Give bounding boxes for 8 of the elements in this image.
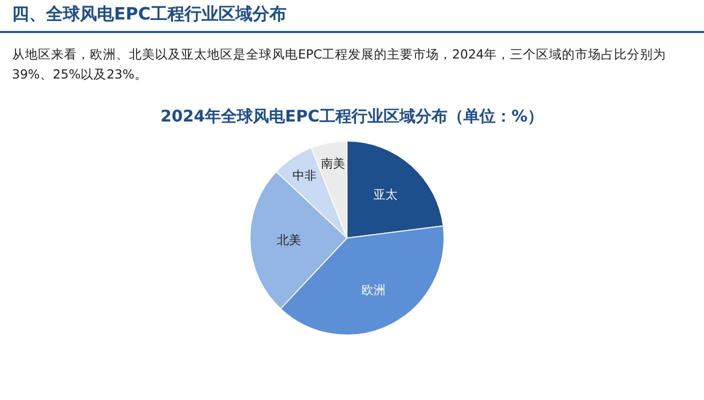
slice-label: 亚太 — [373, 187, 398, 202]
slice-label: 南美 — [320, 156, 345, 171]
chart-title: 2024年全球风电EPC工程行业区域分布（单位：%） — [160, 106, 544, 126]
chart-subtitle: 从地区来看，欧洲、北美以及亚太地区是全球风电EPC工程发展的主要市场，2024年，三个区域的市场占比分别为39%、25%以及23%。 — [12, 46, 666, 82]
slice-label: 欧洲 — [361, 282, 386, 297]
slice-label: 北美 — [276, 232, 301, 247]
slice-label: 中非 — [292, 168, 316, 182]
text: 四、全球风电EPC工程行业区域分布 — [12, 4, 287, 24]
